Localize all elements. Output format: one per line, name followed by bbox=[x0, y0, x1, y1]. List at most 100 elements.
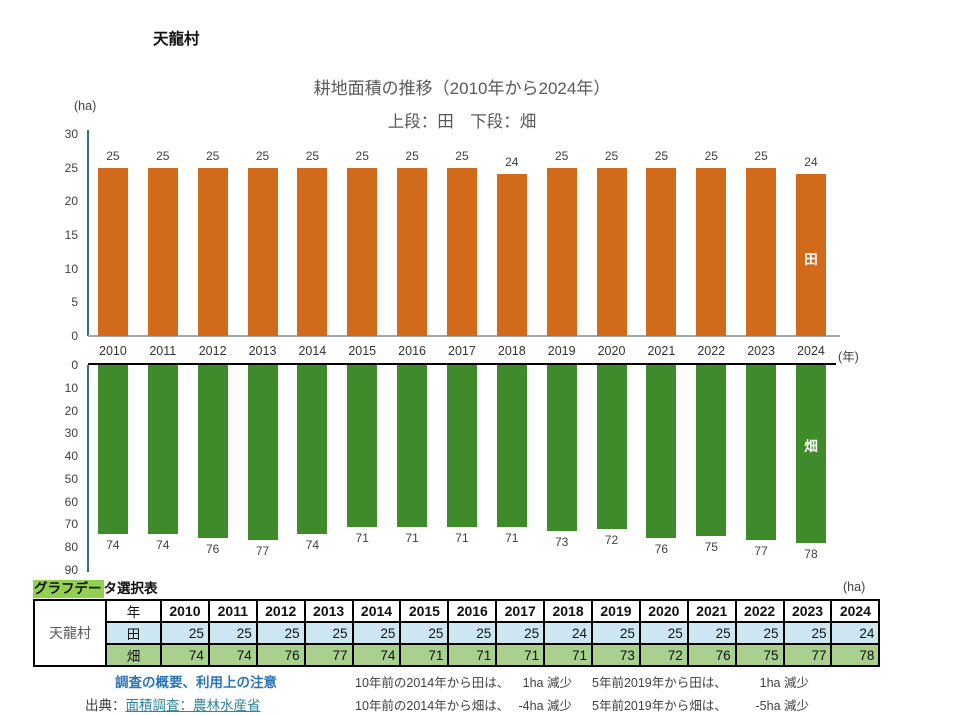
village-title: 天龍村 bbox=[153, 31, 200, 48]
bar-value-label: 25 bbox=[754, 148, 768, 163]
bar-group-2020: 25 bbox=[587, 134, 637, 336]
bar-田-2024: 田 bbox=[795, 174, 826, 336]
bar-畑-2013 bbox=[247, 365, 278, 541]
bottom-chart-zero-line bbox=[88, 363, 836, 365]
table-title-rest: タ選択表 bbox=[103, 581, 158, 596]
source-link[interactable]: 面積調査：農林水産省 bbox=[125, 698, 261, 713]
bar-value-label: 74 bbox=[156, 537, 170, 552]
table-value-畑-2010: 74 bbox=[160, 643, 210, 667]
year-label-2014: 2014 bbox=[298, 344, 327, 358]
year-label-2017: 2017 bbox=[448, 344, 476, 358]
bar-value-label: 25 bbox=[405, 148, 419, 163]
y-tick-label: 20 bbox=[64, 403, 78, 418]
y-tick-label: 30 bbox=[64, 127, 78, 141]
table-year-2024: 2024 bbox=[830, 599, 881, 623]
y-tick-label: 15 bbox=[64, 228, 78, 242]
table-value-田-2021: 25 bbox=[686, 621, 737, 645]
year-label-2024: 2024 bbox=[797, 344, 825, 358]
x-axis-unit-label: (年) bbox=[838, 350, 859, 364]
table-year-header: 年 bbox=[105, 599, 162, 623]
bar-畑-2019 bbox=[546, 365, 577, 532]
table-year-2014: 2014 bbox=[351, 599, 402, 623]
y-axis-unit-label: (ha) bbox=[74, 99, 97, 113]
bar-value-label: 78 bbox=[804, 546, 818, 561]
table-value-田-2015: 25 bbox=[399, 621, 450, 645]
bar-group-2012: 25 bbox=[188, 134, 238, 336]
year-label-2012: 2012 bbox=[198, 344, 227, 358]
year-label-2020: 2020 bbox=[597, 344, 626, 358]
table-value-田-2016: 25 bbox=[447, 621, 498, 645]
survey-overview-link[interactable]: 調査の概要、利用上の注意 bbox=[115, 675, 277, 690]
bar-value-label: 75 bbox=[704, 539, 718, 554]
table-unit-label: (ha) bbox=[843, 580, 866, 594]
table-value-田-2013: 25 bbox=[303, 621, 354, 645]
bar-group-2019: 25 bbox=[537, 134, 587, 336]
y-tick-label: 25 bbox=[64, 160, 78, 175]
table-value-田-2020: 25 bbox=[638, 621, 689, 645]
bar-畑-2016 bbox=[397, 365, 428, 527]
bar-group-2020: 72 bbox=[587, 365, 637, 570]
y-tick-label: 10 bbox=[64, 380, 78, 395]
table-value-畑-2013: 77 bbox=[303, 643, 354, 667]
table-value-畑-2019: 73 bbox=[591, 643, 641, 667]
bar-畑-2015 bbox=[347, 365, 378, 527]
bar-田-2020 bbox=[596, 167, 627, 336]
year-label-2022: 2022 bbox=[697, 344, 726, 358]
y-tick-label: 5 bbox=[71, 295, 78, 310]
bar-group-2011: 25 bbox=[138, 134, 188, 336]
table-value-畑-2014: 74 bbox=[351, 643, 402, 667]
bar-value-label: 25 bbox=[455, 148, 469, 163]
bar-group-2010: 25 bbox=[88, 134, 138, 336]
bar-value-label: 25 bbox=[654, 148, 669, 163]
table-year-2022: 2022 bbox=[734, 599, 785, 623]
table-value-畑-2011: 74 bbox=[207, 643, 258, 667]
bar-田-2016 bbox=[397, 167, 428, 336]
bar-田-2023 bbox=[746, 167, 777, 336]
table-value-畑-2018: 71 bbox=[543, 643, 594, 667]
year-label-2011: 2011 bbox=[149, 344, 177, 358]
bar-value-label: 25 bbox=[355, 148, 369, 163]
table-year-2017: 2017 bbox=[495, 599, 546, 623]
bar-value-label: 74 bbox=[305, 537, 320, 552]
table-value-畑-2024: 78 bbox=[830, 643, 881, 667]
bar-group-2013: 25 bbox=[238, 134, 288, 336]
bar-group-2015: 71 bbox=[337, 365, 387, 570]
bar-group-2017: 71 bbox=[437, 365, 487, 570]
table-value-田-2023: 25 bbox=[782, 621, 833, 645]
bar-畑-2024: 畑 bbox=[795, 365, 826, 543]
y-tick-label: 80 bbox=[64, 540, 78, 555]
bar-value-label: 74 bbox=[106, 537, 120, 552]
bar-value-label: 25 bbox=[604, 148, 619, 163]
year-label-2018: 2018 bbox=[497, 344, 526, 358]
bar-group-2017: 25 bbox=[437, 134, 487, 336]
bar-group-2022: 25 bbox=[686, 134, 736, 336]
bar-value-label: 25 bbox=[106, 148, 120, 163]
bar-value-label: 25 bbox=[704, 148, 718, 163]
table-value-畑-2021: 76 bbox=[686, 643, 737, 667]
table-value-畑-2020: 72 bbox=[638, 643, 689, 667]
bar-value-label: 71 bbox=[405, 530, 419, 545]
table-year-2010: 2010 bbox=[160, 599, 210, 623]
table-year-2018: 2018 bbox=[543, 599, 594, 623]
bar-group-2021: 25 bbox=[636, 134, 686, 336]
bar-畑-2014 bbox=[297, 365, 328, 534]
bars-田: 25 25 25 25 25 25 25 25 24 25 25 25 25 25 田 24 bbox=[88, 134, 836, 336]
bar-group-2012: 76 bbox=[188, 365, 238, 570]
bar-group-2024: 畑 78 bbox=[786, 365, 836, 570]
bar-value-label: 71 bbox=[455, 530, 469, 545]
top-chart-y-axis-line bbox=[87, 130, 89, 336]
y-tick-label: 30 bbox=[64, 426, 78, 441]
paddy-bar-chart: 25 25 25 25 25 25 25 25 24 25 25 25 25 25 田 24 30 25 20 15 1… bbox=[65, 127, 836, 343]
year-label-2013: 2013 bbox=[248, 344, 277, 358]
table-value-田-2017: 25 bbox=[495, 621, 546, 645]
comparison-paddy-10yr-text: 10年前の2014年から田は、 bbox=[355, 676, 510, 690]
table-row-label-畑: 畑 bbox=[105, 643, 162, 667]
bar-group-2010: 74 bbox=[88, 365, 138, 570]
bar-group-2019: 73 bbox=[537, 365, 587, 570]
top-chart-baseline bbox=[88, 335, 840, 337]
bar-group-2021: 76 bbox=[636, 365, 686, 570]
source-label: 出典： bbox=[85, 698, 126, 713]
bar-value-label: 25 bbox=[255, 148, 270, 163]
bar-group-2018: 24 bbox=[487, 134, 537, 336]
